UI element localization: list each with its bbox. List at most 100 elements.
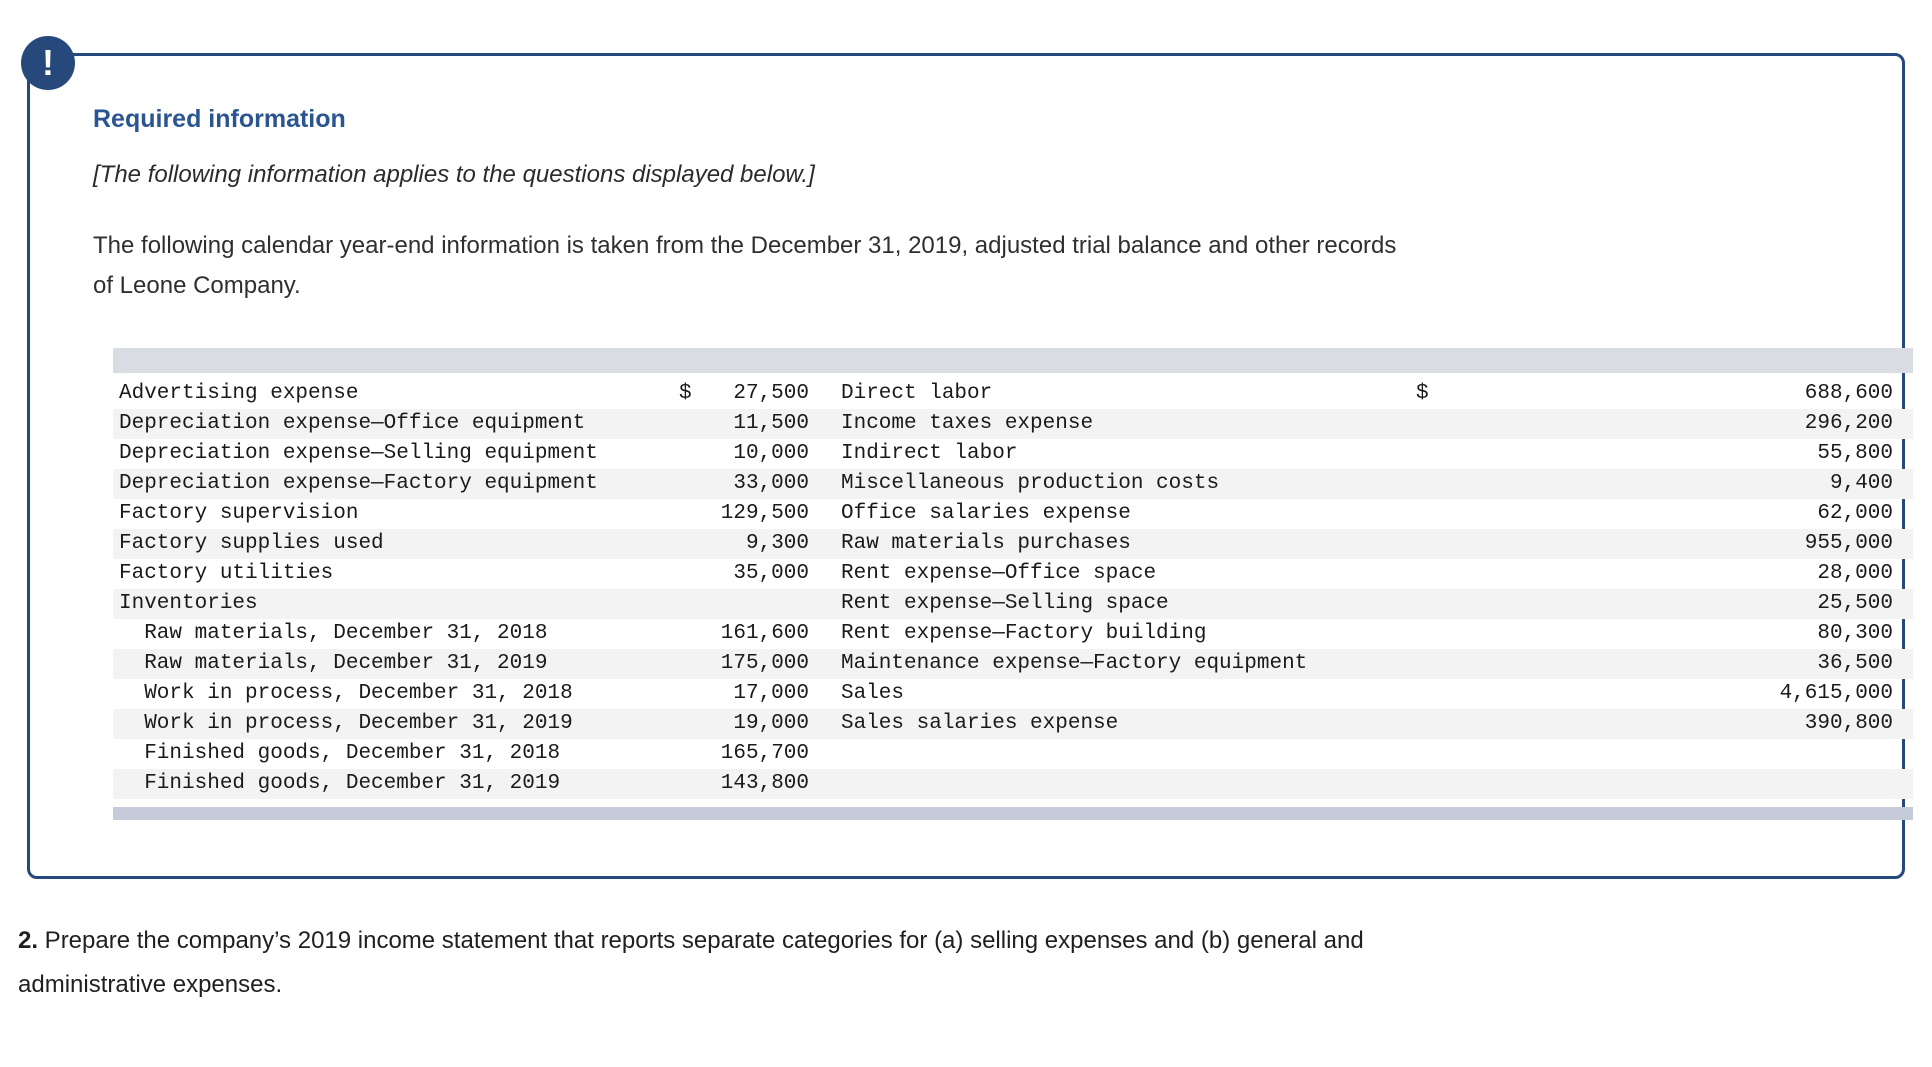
dollar-sign xyxy=(1416,739,1446,769)
account-label: Depreciation expense—Factory equipment xyxy=(119,472,598,495)
column-gap xyxy=(809,559,841,589)
account-label: Income taxes expense xyxy=(841,412,1094,435)
account-value: 161,600 xyxy=(720,622,809,645)
table-rows: Advertising expense $ 27,500 Direct labo… xyxy=(113,379,1913,799)
dollar-sign xyxy=(679,469,709,499)
dollar-sign xyxy=(679,739,709,769)
dollar-sign: $ xyxy=(679,382,692,405)
table-footer-bar xyxy=(113,807,1913,820)
account-value xyxy=(1446,769,1893,799)
table-row: Finished goods, December 31, 2018 165,70… xyxy=(113,739,1913,769)
dollar-sign xyxy=(1416,439,1446,469)
dollar-sign xyxy=(1416,769,1446,799)
table-row: Factory supplies used 9,300 Raw material… xyxy=(113,529,1913,559)
account-value: 55,800 xyxy=(1817,442,1893,465)
account-label: Raw materials, December 31, 2018 xyxy=(119,622,548,645)
account-value: 688,600 xyxy=(1804,382,1893,405)
dollar-sign xyxy=(1416,649,1446,679)
column-gap xyxy=(809,499,841,529)
column-gap xyxy=(809,439,841,469)
account-label: Raw materials purchases xyxy=(841,532,1131,555)
account-label: Rent expense—Selling space xyxy=(841,592,1169,615)
account-value: 4,615,000 xyxy=(1779,682,1893,705)
account-label: Work in process, December 31, 2019 xyxy=(119,712,573,735)
account-label: Indirect labor xyxy=(841,442,1018,465)
account-value: 296,200 xyxy=(1804,412,1893,435)
account-label: Finished goods, December 31, 2019 xyxy=(119,772,561,795)
dollar-sign xyxy=(1416,469,1446,499)
column-gap xyxy=(809,769,841,799)
table-row: Work in process, December 31, 2019 19,00… xyxy=(113,709,1913,739)
table-row: Finished goods, December 31, 2019 143,80… xyxy=(113,769,1913,799)
account-label: Rent expense—Factory building xyxy=(841,622,1207,645)
dollar-sign xyxy=(679,709,709,739)
dollar-sign xyxy=(679,679,709,709)
account-label xyxy=(841,769,1416,799)
account-label: Office salaries expense xyxy=(841,502,1131,525)
account-value xyxy=(1446,739,1893,769)
trial-balance-table: Advertising expense $ 27,500 Direct labo… xyxy=(113,348,1913,820)
dollar-sign xyxy=(1416,409,1446,439)
account-value: 10,000 xyxy=(733,442,809,465)
applies-note: [The following information applies to th… xyxy=(93,161,815,188)
account-label: Sales xyxy=(841,682,905,705)
account-label: Raw materials, December 31, 2019 xyxy=(119,652,548,675)
account-value: 17,000 xyxy=(733,682,809,705)
panel-title: Required information xyxy=(93,105,346,133)
account-value: 165,700 xyxy=(720,742,809,765)
column-gap xyxy=(809,619,841,649)
column-gap xyxy=(809,379,841,409)
column-gap xyxy=(809,589,841,619)
account-label: Finished goods, December 31, 2018 xyxy=(119,742,561,765)
alert-glyph: ! xyxy=(42,42,54,83)
account-value: 9,300 xyxy=(745,532,809,555)
account-value: 143,800 xyxy=(720,772,809,795)
account-value: 28,000 xyxy=(1817,562,1893,585)
table-row: Raw materials, December 31, 2018 161,600… xyxy=(113,619,1913,649)
table-row: Depreciation expense—Factory equipment 3… xyxy=(113,469,1913,499)
dollar-sign xyxy=(679,499,709,529)
account-label: Direct labor xyxy=(841,382,993,405)
intro-line-2: of Leone Company. xyxy=(93,272,301,299)
account-value: 390,800 xyxy=(1804,712,1893,735)
question-line-1: Prepare the company’s 2019 income statem… xyxy=(38,927,1364,954)
account-value: 129,500 xyxy=(720,502,809,525)
column-gap xyxy=(809,469,841,499)
dollar-sign xyxy=(1416,529,1446,559)
table-row: Advertising expense $ 27,500 Direct labo… xyxy=(113,379,1913,409)
dollar-sign xyxy=(1416,559,1446,589)
column-gap xyxy=(809,409,841,439)
account-value: 11,500 xyxy=(733,412,809,435)
account-label: Maintenance expense—Factory equipment xyxy=(841,652,1308,675)
question-number: 2. xyxy=(18,927,39,954)
dollar-sign xyxy=(679,529,709,559)
account-value: 33,000 xyxy=(733,472,809,495)
account-value: 19,000 xyxy=(733,712,809,735)
account-label: Depreciation expense—Office equipment xyxy=(119,412,586,435)
account-value: 9,400 xyxy=(1829,472,1893,495)
dollar-sign xyxy=(679,769,709,799)
question-text: 2. Prepare the company’s 2019 income sta… xyxy=(18,919,1932,1007)
dollar-sign xyxy=(679,409,709,439)
required-info-panel: ! Required information [The following in… xyxy=(21,36,1913,879)
account-label: Miscellaneous production costs xyxy=(841,472,1220,495)
table-row: Work in process, December 31, 2018 17,00… xyxy=(113,679,1913,709)
account-label: Factory supervision xyxy=(119,502,359,525)
account-value: 175,000 xyxy=(720,652,809,675)
table-row: Inventories Rent expense—Selling space 2… xyxy=(113,589,1913,619)
dollar-sign xyxy=(679,589,709,619)
table-row: Depreciation expense—Selling equipment 1… xyxy=(113,439,1913,469)
account-value: 62,000 xyxy=(1817,502,1893,525)
account-label: Work in process, December 31, 2018 xyxy=(119,682,573,705)
account-value: 35,000 xyxy=(733,562,809,585)
table-header-bar xyxy=(113,348,1913,373)
account-label: Rent expense—Office space xyxy=(841,562,1157,585)
column-gap xyxy=(809,649,841,679)
account-value: 25,500 xyxy=(1817,592,1893,615)
account-label: Advertising expense xyxy=(119,382,359,405)
account-value xyxy=(709,589,809,619)
column-gap xyxy=(809,529,841,559)
account-label: Sales salaries expense xyxy=(841,712,1119,735)
account-label: Depreciation expense—Selling equipment xyxy=(119,442,598,465)
column-gap xyxy=(809,709,841,739)
